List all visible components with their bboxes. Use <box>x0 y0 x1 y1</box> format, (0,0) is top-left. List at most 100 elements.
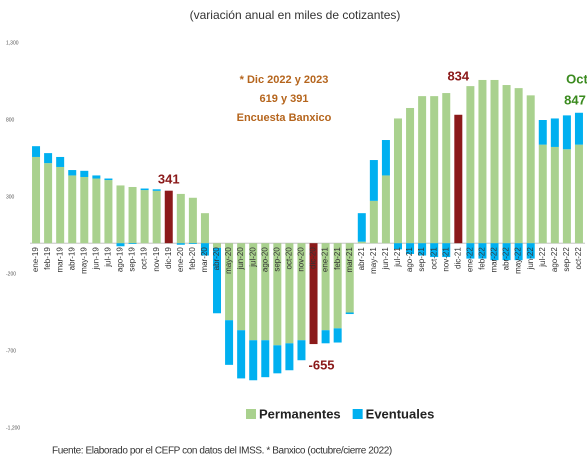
bar <box>104 178 113 181</box>
x-tick-label: oct-20 <box>285 247 294 270</box>
bar <box>562 115 571 150</box>
x-tick-label: jun-22 <box>526 247 535 271</box>
note: * Dic 2022 y 2023 <box>240 74 329 86</box>
x-tick-label: may-22 <box>514 247 523 274</box>
bar <box>442 93 451 244</box>
x-tick-label: may-20 <box>224 247 233 274</box>
x-tick-label: jul-21 <box>393 247 402 268</box>
bar <box>188 243 197 244</box>
note: 619 y 391 <box>260 93 309 105</box>
x-tick-label: nov-21 <box>441 247 450 272</box>
bar <box>68 175 77 244</box>
bar <box>357 241 366 244</box>
bar <box>466 86 475 244</box>
y-tick-label: 1,300 <box>6 40 19 46</box>
legend-label: Permanentes <box>259 406 341 421</box>
bar <box>225 243 234 321</box>
bar <box>237 330 246 379</box>
bar <box>152 189 161 191</box>
x-tick-label: dic-21 <box>453 247 462 269</box>
x-tick-label: ene-20 <box>176 247 185 272</box>
bar <box>406 107 415 244</box>
bar <box>466 243 475 259</box>
x-tick-label: ago-22 <box>550 247 559 272</box>
bar <box>406 243 415 254</box>
bar <box>297 340 306 361</box>
x-tick-label: ene-19 <box>31 247 40 272</box>
bar <box>490 79 499 244</box>
bar <box>430 243 439 258</box>
bar <box>273 345 282 374</box>
bar <box>538 144 547 244</box>
x-tick-label: sep-21 <box>417 247 426 272</box>
bar <box>92 175 101 179</box>
x-tick-label: abr-22 <box>502 247 511 271</box>
x-tick-label: oct-22 <box>574 247 583 270</box>
bar <box>502 85 511 244</box>
bar <box>333 243 342 329</box>
x-tick-label: ene-22 <box>465 247 474 272</box>
bar <box>514 88 523 244</box>
bar <box>321 243 330 331</box>
x-tick-label: mar-20 <box>200 247 209 273</box>
bar <box>538 120 547 145</box>
bar <box>80 176 89 244</box>
x-tick-label: ago-21 <box>405 247 414 272</box>
bar <box>128 186 137 244</box>
bar <box>442 243 451 258</box>
bar <box>140 188 149 191</box>
bar <box>321 330 330 344</box>
bar <box>333 328 342 343</box>
bar <box>44 163 53 244</box>
annotation: 341 <box>158 171 180 186</box>
x-tick-label: nov-19 <box>152 247 161 272</box>
x-tick-label: jul-22 <box>538 247 547 268</box>
bar <box>418 96 427 244</box>
bar <box>152 190 161 244</box>
x-tick-label: oct-21 <box>429 247 438 270</box>
bar <box>188 197 197 244</box>
bar <box>225 320 234 365</box>
bar <box>550 118 559 147</box>
x-tick-label: mar-22 <box>490 247 499 273</box>
x-tick-label: sep-19 <box>128 247 137 272</box>
y-tick-label: -700 <box>6 348 16 354</box>
x-tick-label: abr-20 <box>212 247 221 271</box>
bar <box>104 180 113 244</box>
bar <box>526 95 535 244</box>
bar <box>562 149 571 244</box>
bar <box>393 243 402 250</box>
bar <box>285 243 294 344</box>
bar <box>550 146 559 244</box>
x-tick-label: abr-19 <box>67 247 76 271</box>
bar <box>200 243 209 256</box>
bar <box>345 243 354 313</box>
annotation: -655 <box>309 357 335 372</box>
x-tick-label: ago-20 <box>260 247 269 272</box>
bar <box>261 243 270 341</box>
x-tick-label: dic-20 <box>309 247 318 269</box>
x-tick-label: oct-19 <box>140 247 149 270</box>
bar <box>176 243 185 245</box>
x-tick-label: jul-19 <box>104 247 113 268</box>
bar <box>213 247 222 314</box>
bar <box>309 243 318 345</box>
annotation: 847 <box>564 92 586 107</box>
x-tick-label: mar-19 <box>55 247 64 273</box>
x-tick-label: nov-20 <box>297 247 306 272</box>
bar <box>478 243 487 259</box>
bar <box>454 114 463 244</box>
bar <box>200 213 209 244</box>
legend-label: Eventuales <box>366 406 435 421</box>
bar <box>514 243 523 261</box>
annotation: 834 <box>447 68 469 83</box>
note: Encuesta Banxico <box>237 112 332 124</box>
legend-swatch <box>246 409 256 419</box>
bar <box>478 79 487 244</box>
bar <box>490 243 499 261</box>
bar <box>44 153 53 164</box>
bar <box>574 112 583 145</box>
bar <box>213 243 222 248</box>
x-tick-label: feb-19 <box>43 247 52 270</box>
